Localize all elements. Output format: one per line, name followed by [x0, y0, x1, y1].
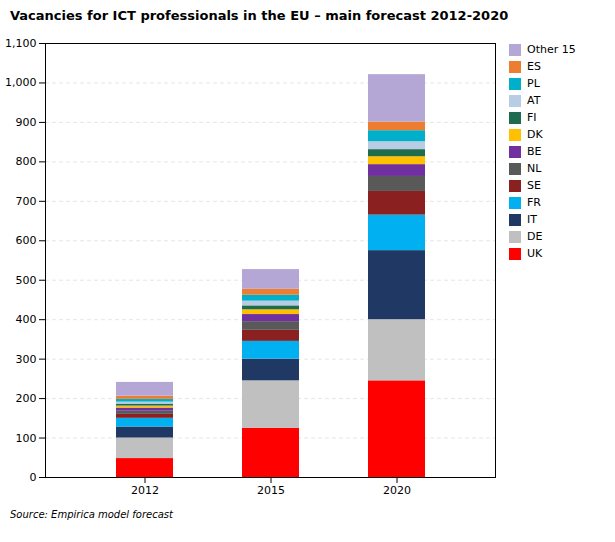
html-text:IT: IT	[527, 213, 537, 226]
svg-text:1,000: 1,000	[5, 76, 37, 89]
html-text:Vacancies for ICT professional: Vacancies for ICT professionals in the E…	[10, 8, 509, 23]
svg-text:2020: 2020	[383, 484, 411, 497]
svg-text:2015: 2015	[257, 484, 285, 497]
svg-text:2012: 2012	[131, 484, 159, 497]
html-text:BE: BE	[527, 145, 542, 158]
svg-text:100: 100	[16, 432, 37, 445]
svg-text:300: 300	[16, 353, 37, 366]
html-text:SE: SE	[527, 179, 541, 192]
svg-text:500: 500	[16, 274, 37, 287]
html-text:Other 15: Other 15	[527, 43, 576, 56]
svg-text:400: 400	[16, 313, 37, 326]
svg-text:700: 700	[16, 195, 37, 208]
svg-text:0: 0	[30, 471, 37, 484]
svg-text:900: 900	[16, 116, 37, 129]
html-text:AT: AT	[527, 94, 541, 107]
html-text:NL: NL	[527, 162, 542, 175]
svg-text:800: 800	[16, 155, 37, 168]
html-text:DK: DK	[527, 128, 543, 141]
html-text:ES: ES	[527, 60, 541, 73]
svg-text:1,100: 1,100	[5, 37, 37, 50]
html-text:UK: UK	[527, 247, 543, 260]
html-text:FR: FR	[527, 196, 541, 209]
svg-text:600: 600	[16, 234, 37, 247]
html-text:Source: Empirica model forecas: Source: Empirica model forecast	[10, 509, 173, 520]
html-text:FI: FI	[527, 111, 537, 124]
html-text:PL: PL	[527, 77, 540, 90]
svg-text:200: 200	[16, 392, 37, 405]
html-text:DE: DE	[527, 230, 543, 243]
